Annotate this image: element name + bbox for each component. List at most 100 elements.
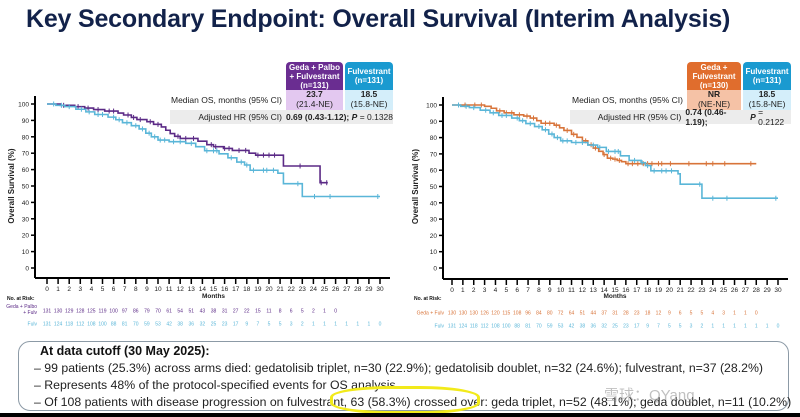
y-tick-label: 40 <box>22 200 30 207</box>
x-tick-label: 12 <box>177 286 185 293</box>
at-risk-count: 23 <box>623 324 629 330</box>
at-risk-count: 51 <box>189 309 195 315</box>
at-risk-count: 112 <box>481 324 489 330</box>
header-line: (n=131) <box>300 80 329 90</box>
right-arm2-median: 18.5 (15.8-NE) <box>743 89 791 110</box>
at-risk-count: 31 <box>222 309 228 315</box>
at-risk-count: 100 <box>502 324 511 330</box>
x-axis-label: Months <box>202 293 225 300</box>
at-risk-count: 2 <box>312 309 315 315</box>
at-risk-count: 0 <box>755 311 758 317</box>
at-risk-header: No. at Risk: <box>414 296 442 302</box>
x-tick-label: 29 <box>365 286 373 293</box>
at-risk-count: 70 <box>133 322 139 328</box>
left-arm2-header: Fulvestrant (n=131) <box>345 62 393 90</box>
left-hr-row: Adjusted HR (95% CI) 0.69 (0.43-1.12); P… <box>170 110 393 124</box>
at-risk-count: 130 <box>448 311 457 317</box>
at-risk-count: 2 <box>301 322 304 328</box>
at-risk-count: 1 <box>744 311 747 317</box>
y-tick-label: 30 <box>22 216 30 223</box>
left-median-label: Median OS, months (95% CI) <box>170 95 282 105</box>
highlight-circle <box>330 386 480 414</box>
at-risk-count: 0 <box>379 322 382 328</box>
at-risk-count: 43 <box>200 309 206 315</box>
at-risk-count: 9 <box>668 311 671 317</box>
risk-label: Geda + Fulv <box>417 311 445 317</box>
x-tick-label: 16 <box>221 286 229 293</box>
at-risk-count: 1 <box>733 324 736 330</box>
median-value: NR <box>707 89 721 99</box>
at-risk-count: 3 <box>722 311 725 317</box>
at-risk-count: 125 <box>87 309 96 315</box>
header-line: Geda + <box>700 62 728 72</box>
at-risk-count: 131 <box>448 324 457 330</box>
x-tick-label: 7 <box>526 287 530 294</box>
y-tick-label: 0 <box>25 266 29 273</box>
x-tick-label: 25 <box>321 286 329 293</box>
at-risk-count: 1 <box>744 324 747 330</box>
at-risk-count: 5 <box>690 311 693 317</box>
at-risk-count: 131 <box>43 309 52 315</box>
x-tick-label: 2 <box>67 286 71 293</box>
at-risk-count: 4 <box>711 311 714 317</box>
y-tick-label: 80 <box>430 135 438 142</box>
at-risk-count: 18 <box>645 311 651 317</box>
at-risk-count: 100 <box>109 309 118 315</box>
at-risk-count: 5 <box>279 322 282 328</box>
left-arm1-header: Geda + Palbo + Fulvestrant (n=131) <box>286 62 343 90</box>
x-tick-label: 7 <box>123 286 127 293</box>
at-risk-count: 17 <box>233 322 239 328</box>
header-line: + Fulvestrant <box>289 71 340 81</box>
km-curve-fulv <box>452 104 778 200</box>
y-tick-label: 50 <box>22 184 30 191</box>
header-line: Fulvestrant <box>692 71 736 81</box>
at-risk-count: 108 <box>87 322 96 328</box>
x-tick-label: 14 <box>601 287 609 294</box>
x-tick-label: 9 <box>548 287 552 294</box>
summary-box <box>18 341 789 411</box>
at-risk-count: 72 <box>558 311 564 317</box>
x-tick-label: 18 <box>243 286 251 293</box>
at-risk-count: 96 <box>525 311 531 317</box>
x-tick-label: 17 <box>232 286 240 293</box>
x-tick-label: 27 <box>742 287 750 294</box>
at-risk-count: 1 <box>345 322 348 328</box>
x-tick-label: 21 <box>276 286 284 293</box>
x-tick-label: 4 <box>90 286 94 293</box>
median-value: 18.5 <box>360 89 378 99</box>
at-risk-count: 1 <box>711 324 714 330</box>
at-risk-count: 1 <box>356 322 359 328</box>
p-label: P <box>750 112 756 122</box>
at-risk-count: 5 <box>701 311 704 317</box>
at-risk-count: 64 <box>569 311 575 317</box>
x-tick-label: 24 <box>310 286 318 293</box>
header-line: (n=131) <box>354 76 384 85</box>
risk-label: + Fulv <box>23 310 37 316</box>
x-tick-label: 28 <box>753 287 761 294</box>
risk-label: Geda + Palbo <box>6 304 37 310</box>
at-risk-count: 118 <box>470 324 478 330</box>
at-risk-count: 25 <box>211 322 217 328</box>
at-risk-count: 9 <box>646 324 649 330</box>
at-risk-count: 120 <box>491 311 500 317</box>
x-tick-label: 19 <box>655 287 663 294</box>
right-median-label: Median OS, months (95% CI) <box>571 95 683 105</box>
at-risk-count: 5 <box>668 324 671 330</box>
summary-bullet: – Represents 48% of the protocol-specifi… <box>34 378 396 392</box>
at-risk-count: 32 <box>601 324 607 330</box>
page-title: Key Secondary Endpoint: Overall Survival… <box>26 5 731 33</box>
x-tick-label: 11 <box>166 286 173 293</box>
at-risk-count: 108 <box>491 324 500 330</box>
at-risk-count: 118 <box>65 322 73 328</box>
left-arm2-median: 18.5 (15.8-NE) <box>345 89 393 110</box>
summary-bullet: – Of 108 patients with disease progressi… <box>34 395 792 409</box>
x-tick-label: 21 <box>677 287 685 294</box>
x-tick-label: 30 <box>774 287 782 294</box>
at-risk-count: 70 <box>536 324 542 330</box>
median-ci: (NE-NE) <box>697 98 731 109</box>
y-tick-label: 20 <box>430 233 438 240</box>
at-risk-count: 28 <box>623 311 629 317</box>
at-risk-count: 6 <box>290 309 293 315</box>
hr-label: Adjusted HR (95% CI) <box>597 112 682 122</box>
